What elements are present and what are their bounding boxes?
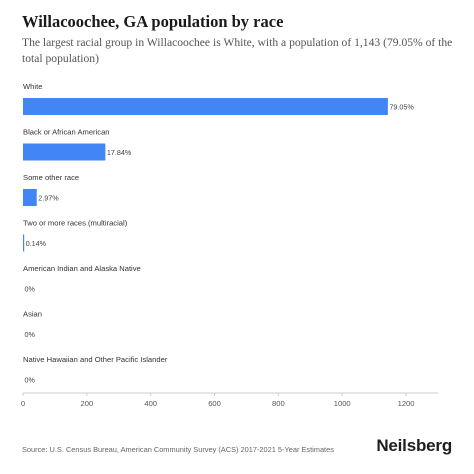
chart-title: Willacoochee, GA population by race bbox=[22, 12, 284, 31]
bar bbox=[23, 189, 37, 206]
value-label: 0% bbox=[25, 376, 36, 385]
bar bbox=[23, 98, 388, 115]
brand-logo: Neilsberg bbox=[376, 436, 452, 455]
bar bbox=[23, 234, 25, 252]
category-label: American Indian and Alaska Native bbox=[23, 264, 141, 273]
value-label: 2.97% bbox=[38, 194, 59, 203]
category-label: White bbox=[23, 82, 42, 91]
x-tick-label: 1200 bbox=[398, 399, 415, 408]
x-tick-label: 400 bbox=[144, 399, 157, 408]
bar bbox=[23, 143, 106, 161]
x-tick-label: 600 bbox=[208, 399, 221, 408]
chart-subtitle: The largest racial group in Willacoochee… bbox=[22, 36, 453, 65]
value-label: 17.84% bbox=[107, 148, 132, 157]
category-label: Two or more races (multiracial) bbox=[23, 219, 128, 228]
category-label: Black or African American bbox=[23, 128, 110, 137]
value-label: 0.14% bbox=[26, 239, 47, 248]
value-label: 0% bbox=[25, 330, 36, 339]
category-label: Some other race bbox=[23, 173, 79, 182]
x-tick-label: 200 bbox=[81, 399, 94, 408]
bar-chart: White 79.05% Black or African American 17.8… bbox=[21, 82, 438, 408]
value-label: 0% bbox=[25, 285, 36, 294]
x-tick-label: 0 bbox=[21, 399, 25, 408]
source-note: Source: U.S. Census Bureau, American Com… bbox=[22, 445, 334, 454]
category-label: Native Hawaiian and Other Pacific Island… bbox=[23, 355, 168, 364]
value-label: 79.05% bbox=[389, 103, 414, 112]
category-label: Asian bbox=[23, 310, 42, 319]
x-tick-label: 800 bbox=[272, 399, 285, 408]
x-tick-label: 1000 bbox=[334, 399, 351, 408]
